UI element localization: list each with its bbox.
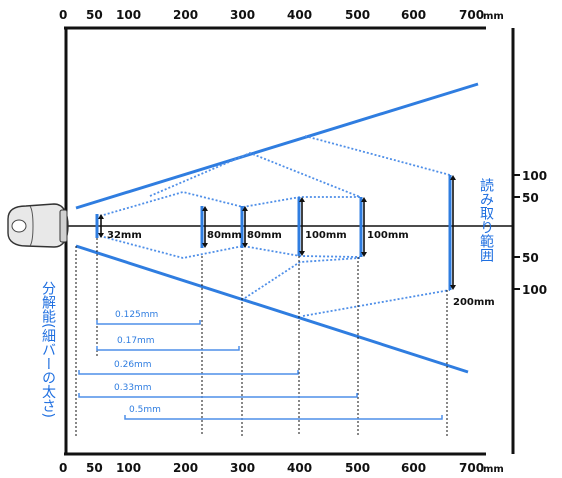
- top-tick-400: 400: [287, 8, 312, 22]
- bottom-tick-0: 0: [59, 461, 67, 475]
- arrowhead-500-bottom: [361, 252, 367, 257]
- arrowhead-650-bottom: [450, 285, 456, 290]
- barcode-scanner-icon: [7, 203, 69, 248]
- right-label-upper-100: 100: [522, 169, 547, 183]
- beam-lower-edge: [75, 244, 469, 374]
- envelope-mid-lower: [244, 257, 361, 299]
- resolution-bracket-0125: [96, 320, 201, 325]
- arrowhead-400-top: [299, 197, 305, 202]
- resolution-bracket-017: [96, 346, 240, 351]
- bottom-tick-100: 100: [116, 461, 141, 475]
- bottom-tick-400: 400: [287, 461, 312, 475]
- arrowhead-50-top: [98, 214, 104, 219]
- reading-width-bars: [95, 175, 452, 290]
- top-tick-300: 300: [230, 8, 255, 22]
- bottom-tick-600: 600: [401, 461, 426, 475]
- top-axis: 0 50 100 200 300 400 500 600 700 mm: [59, 8, 504, 30]
- arrowhead-200-top: [202, 206, 208, 211]
- right-label-upper-50: 50: [522, 191, 539, 205]
- envelope-inner-upper: [99, 191, 360, 217]
- width-label-400: 100mm: [305, 230, 347, 241]
- right-scale: 100 50 50 100: [513, 169, 547, 297]
- arrowhead-200-bottom: [202, 243, 208, 248]
- resolution-bracket-033: [78, 393, 358, 398]
- arrowhead-650-top: [450, 175, 456, 180]
- reading-envelope: [99, 135, 451, 317]
- arrowhead-500-top: [361, 197, 367, 202]
- arrowhead-50-bottom: [98, 233, 104, 238]
- top-tick-0: 0: [59, 8, 67, 22]
- top-tick-500: 500: [345, 8, 370, 22]
- bottom-tick-300: 300: [230, 461, 255, 475]
- distance-guides: [75, 238, 448, 436]
- scan-beam: [75, 82, 479, 374]
- top-tick-200: 200: [173, 8, 198, 22]
- resolution-label-026: 0.26mm: [114, 360, 152, 370]
- bottom-axis: 0 50 100 200 300 400 500 600 700 mm: [59, 452, 504, 475]
- width-label-300: 80mm: [247, 230, 282, 241]
- envelope-outer-upper: [304, 135, 451, 176]
- top-tick-100: 100: [116, 8, 141, 22]
- right-label-lower-100: 100: [522, 283, 547, 297]
- bottom-tick-50: 50: [86, 461, 103, 475]
- top-tick-50: 50: [86, 8, 103, 22]
- right-label-lower-50: 50: [522, 251, 539, 265]
- bottom-tick-200: 200: [173, 461, 198, 475]
- arrowhead-400-bottom: [299, 251, 305, 256]
- resolution-ranges: [78, 320, 443, 420]
- resolution-label-033: 0.33mm: [114, 383, 152, 393]
- top-axis-unit: mm: [483, 11, 504, 22]
- resolution-label-0125: 0.125mm: [115, 310, 158, 320]
- top-tick-600: 600: [401, 8, 426, 22]
- bottom-tick-500: 500: [345, 461, 370, 475]
- envelope-inner-lower: [99, 235, 361, 259]
- resolution-bracket-026: [78, 370, 299, 375]
- width-label-50: 32mm: [107, 230, 142, 241]
- bottom-axis-unit: mm: [483, 464, 504, 475]
- reading-range-title: 読み取り範囲: [478, 177, 494, 262]
- bottom-tick-700: 700: [459, 461, 484, 475]
- dimension-arrows: [98, 175, 456, 290]
- envelope-outer-lower: [302, 289, 451, 317]
- beam-upper-edge: [75, 82, 479, 210]
- width-label-650: 200mm: [453, 297, 495, 308]
- top-tick-700: 700: [459, 8, 484, 22]
- resolution-label-017: 0.17mm: [117, 336, 155, 346]
- envelope-mid-upper: [149, 152, 361, 198]
- resolution-label-05: 0.5mm: [129, 405, 161, 415]
- width-label-500: 100mm: [367, 230, 409, 241]
- arrowhead-300-top: [242, 206, 248, 211]
- width-label-200: 80mm: [207, 230, 242, 241]
- resolution-title: 分解能(細バーの太さ): [40, 281, 56, 418]
- resolution-bracket-05: [124, 415, 443, 420]
- arrowhead-300-bottom: [242, 243, 248, 248]
